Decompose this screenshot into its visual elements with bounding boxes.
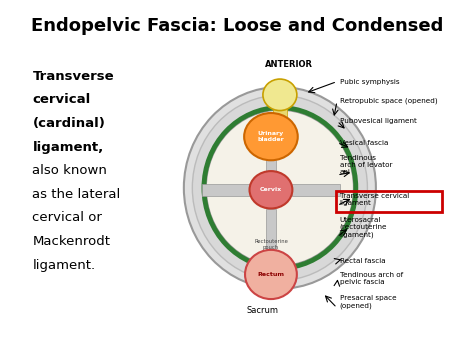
Ellipse shape <box>249 171 292 208</box>
FancyArrow shape <box>265 160 276 171</box>
Text: Presacral space
(opened): Presacral space (opened) <box>340 295 396 309</box>
Text: (cardinal): (cardinal) <box>32 117 105 130</box>
Text: ligament,: ligament, <box>32 141 104 154</box>
Text: Cervix: Cervix <box>260 187 282 192</box>
Text: Pubovesical ligament: Pubovesical ligament <box>340 118 417 124</box>
Text: also known: also known <box>32 164 107 177</box>
Text: Mackenrodt: Mackenrodt <box>32 235 110 248</box>
Ellipse shape <box>244 113 298 160</box>
Text: Pubic symphysis: Pubic symphysis <box>340 78 400 84</box>
Ellipse shape <box>206 110 354 266</box>
Ellipse shape <box>245 250 297 299</box>
Ellipse shape <box>184 87 376 289</box>
Text: Uterosacral
(rectouterine
ligament): Uterosacral (rectouterine ligament) <box>340 217 387 238</box>
Text: Tendinous arch of
pelvic fascia: Tendinous arch of pelvic fascia <box>340 272 403 285</box>
Text: Retropubic space (opened): Retropubic space (opened) <box>340 98 438 104</box>
Text: cervical: cervical <box>32 93 91 106</box>
Text: Tendinous
arch of levator
ani: Tendinous arch of levator ani <box>340 155 392 175</box>
Ellipse shape <box>192 95 367 280</box>
Text: Transverse: Transverse <box>32 70 114 83</box>
Text: ligament.: ligament. <box>32 259 96 272</box>
Text: as the lateral: as the lateral <box>32 188 121 201</box>
Ellipse shape <box>263 79 297 110</box>
FancyArrow shape <box>265 208 276 250</box>
Text: Urinary
bladder: Urinary bladder <box>257 131 284 142</box>
Text: ANTERIOR: ANTERIOR <box>265 60 313 69</box>
Text: cervical or: cervical or <box>32 212 102 224</box>
Text: Transverse cervical
ligament: Transverse cervical ligament <box>340 193 409 206</box>
Text: Sacrum: Sacrum <box>246 306 278 315</box>
Bar <box>336 191 442 212</box>
FancyArrow shape <box>292 184 340 196</box>
FancyArrow shape <box>202 184 249 196</box>
Text: Endopelvic Fascia: Loose and Condensed: Endopelvic Fascia: Loose and Condensed <box>31 17 443 34</box>
Text: Rectum: Rectum <box>257 272 284 277</box>
Text: Rectal fascia: Rectal fascia <box>340 258 385 264</box>
Text: Vesical fascia: Vesical fascia <box>340 140 388 146</box>
FancyBboxPatch shape <box>273 105 287 122</box>
Text: Rectouterine
pouch: Rectouterine pouch <box>254 239 288 250</box>
